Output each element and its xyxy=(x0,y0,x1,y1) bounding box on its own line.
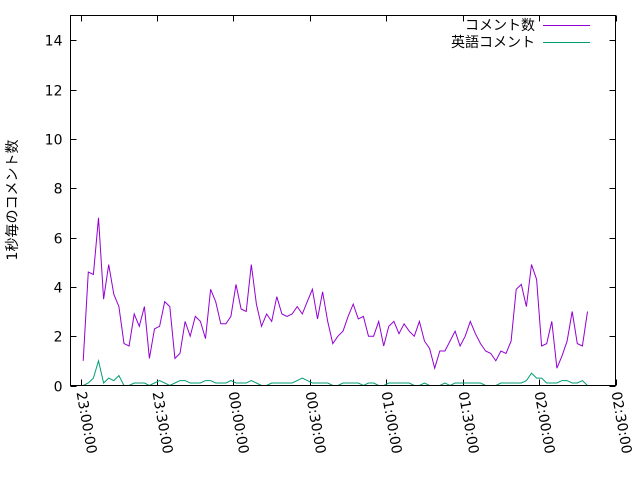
y-tick-label: 12 xyxy=(45,84,63,100)
x-tick-label: 00:30:00 xyxy=(302,390,329,455)
y-tick-label: 6 xyxy=(54,232,63,248)
y-tick-label: 4 xyxy=(54,281,63,297)
plot-lines xyxy=(82,217,588,387)
x-tick-label: 23:30:00 xyxy=(149,390,176,455)
legend-label-0: コメント数 xyxy=(465,18,535,34)
series-line-0 xyxy=(82,217,588,371)
x-tick-label: 02:00:00 xyxy=(531,390,558,455)
y-axis-label: 1秒毎のコメント数 xyxy=(5,140,21,261)
x-tick-label: 02:30:00 xyxy=(608,390,635,455)
x-tick-label: 01:00:00 xyxy=(378,390,405,455)
y-tick-label: 2 xyxy=(54,330,63,346)
y-tick-label: 14 xyxy=(45,34,63,50)
y-tick-label: 10 xyxy=(45,133,63,149)
plot-border xyxy=(70,15,616,386)
series-line-1 xyxy=(82,358,588,387)
y-tick-label: 0 xyxy=(54,380,63,396)
y-tick-label: 8 xyxy=(54,182,63,198)
x-tick-label: 01:30:00 xyxy=(455,390,482,455)
x-tick-label: 00:00:00 xyxy=(225,390,252,455)
legend-label-1: 英語コメント xyxy=(451,34,535,51)
x-axis: 23:00:00 23:30:00 00:00:00 00:30:00 01:00:00… xyxy=(73,15,635,455)
y-axis: 0 2 4 6 8 10 12 14 xyxy=(45,34,616,396)
legend: コメント数 英語コメント xyxy=(451,18,590,51)
x-tick-label: 23:00:00 xyxy=(73,390,100,455)
